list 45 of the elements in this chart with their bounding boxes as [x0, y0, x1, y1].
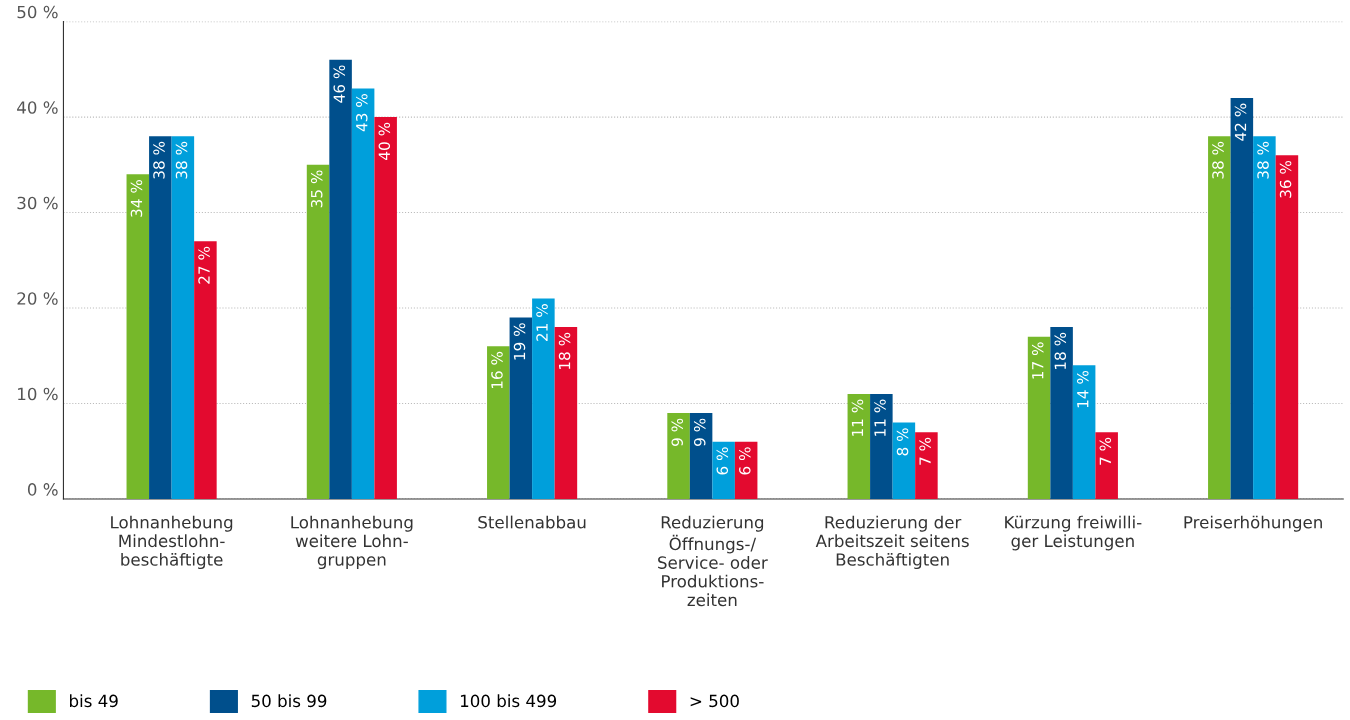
data-label: 11 % [874, 399, 886, 436]
data-label: 7 % [1099, 437, 1112, 465]
data-label: 7 % [919, 437, 931, 465]
data-label: 18 % [1054, 332, 1067, 370]
data-label: 36 % [1279, 160, 1292, 198]
data-label: 16 % [491, 351, 503, 389]
x-tick-label: Reduzierung Öffnungs-/ Service- oder Produktions- zeiten [658, 515, 768, 607]
x-tick-label: Preiserhöhungen [1184, 515, 1322, 532]
x-tick-label: Lohnanhebung Mindestlohn- beschäftigte [111, 515, 233, 570]
data-label: 14 % [1077, 370, 1089, 408]
legend-label: bis 49 [70, 694, 118, 708]
data-label: 9 % [671, 418, 683, 446]
data-label: 8 % [896, 428, 909, 456]
data-label: 38 % [153, 141, 165, 179]
data-label: 6 % [716, 447, 729, 475]
data-label: 6 % [739, 447, 751, 475]
y-tick-label: 20 % [17, 292, 58, 305]
data-label: 18 % [558, 332, 571, 370]
x-tick-label: Kürzung freiwilli- ger Leistungen [1005, 515, 1142, 551]
legend-label: 50 bis 99 [251, 694, 327, 708]
data-label: 46 % [333, 65, 346, 103]
data-label: 38 % [1212, 141, 1224, 179]
legend-label: > 500 [690, 694, 739, 708]
data-label: 40 % [378, 122, 391, 160]
data-label: 34 % [130, 179, 143, 217]
data-label: 38 % [175, 141, 188, 179]
data-label: 27 % [198, 246, 210, 284]
data-label: 19 % [513, 323, 526, 360]
y-tick-label: 40 % [17, 101, 58, 114]
x-tick-label: Reduzierung der Arbeitszeit seitens Beschäftigten [815, 515, 969, 570]
data-label: 38 % [1257, 141, 1269, 179]
y-tick-label: 10 % [18, 387, 58, 401]
data-label: 35 % [310, 170, 323, 208]
data-label: 21 % [536, 304, 548, 341]
x-tick-label: Stellenabbau [478, 515, 586, 529]
legend-label: 100 bis 499 [460, 694, 557, 708]
data-label: 11 % [851, 399, 864, 436]
data-label: 9 % [693, 418, 706, 446]
x-tick-label: Lohnanhebung weitere Lohn- gruppen [291, 515, 413, 570]
y-tick-label: 0 % [27, 483, 58, 496]
data-label: 43 % [356, 94, 368, 132]
data-label: 17 % [1031, 342, 1044, 379]
data-label: 42 % [1234, 103, 1247, 141]
y-tick-label: 50 % [17, 5, 58, 19]
y-tick-label: 30 % [17, 196, 58, 210]
